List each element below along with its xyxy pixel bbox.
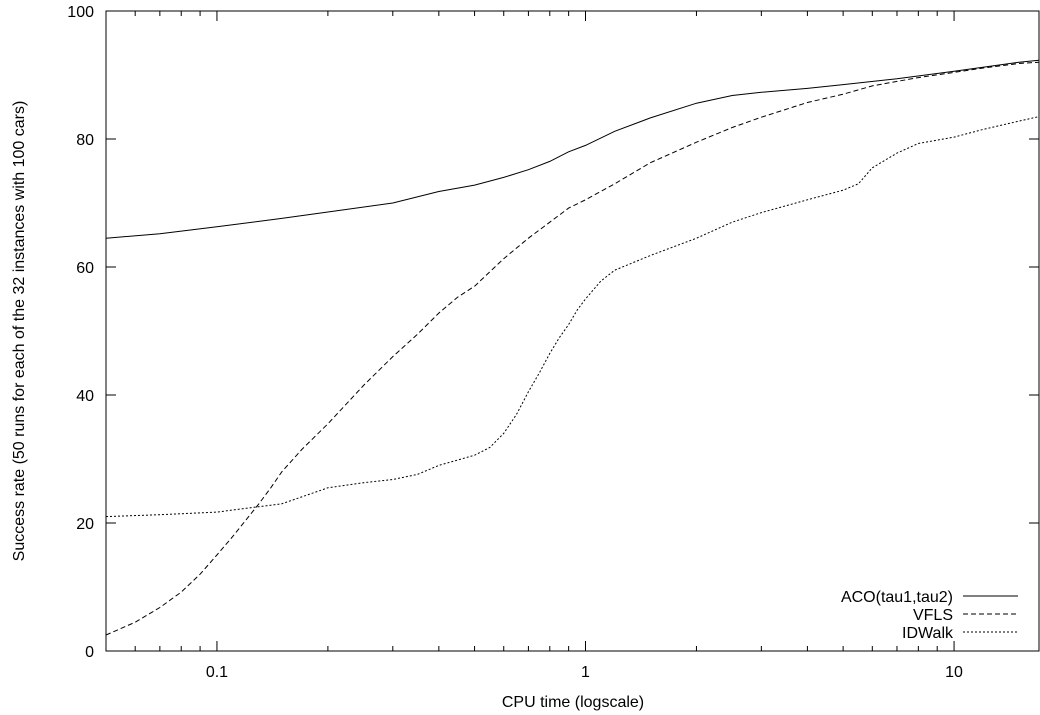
axes: 0 20 40 60 80 100 0.1 1 10 [67, 4, 1040, 681]
x-axis-label: CPU time (logscale) [502, 694, 644, 711]
y-tick-label: 20 [76, 516, 94, 533]
series-line-0 [105, 59, 1040, 239]
x-tick-label: 0.1 [206, 664, 228, 681]
plot-frame [105, 10, 1040, 652]
y-axis-label: Success rate (50 runs for each of the 32… [11, 101, 28, 562]
plot-lines [105, 59, 1040, 636]
x-tick-label: 1 [581, 664, 590, 681]
series-line-2 [105, 116, 1040, 518]
legend-label-2: IDWalk [902, 625, 954, 642]
series-line-1 [105, 61, 1040, 636]
legend-label-1: VFLS [913, 607, 953, 624]
legend-label-0: ACO(tau1,tau2) [841, 589, 953, 606]
y-tick-label: 0 [85, 644, 94, 661]
x-tick-label: 10 [945, 664, 963, 681]
y-tick-label: 40 [76, 388, 94, 405]
y-tick-label: 80 [76, 132, 94, 149]
y-tick-label: 100 [67, 4, 94, 21]
y-tick-label: 60 [76, 260, 94, 277]
